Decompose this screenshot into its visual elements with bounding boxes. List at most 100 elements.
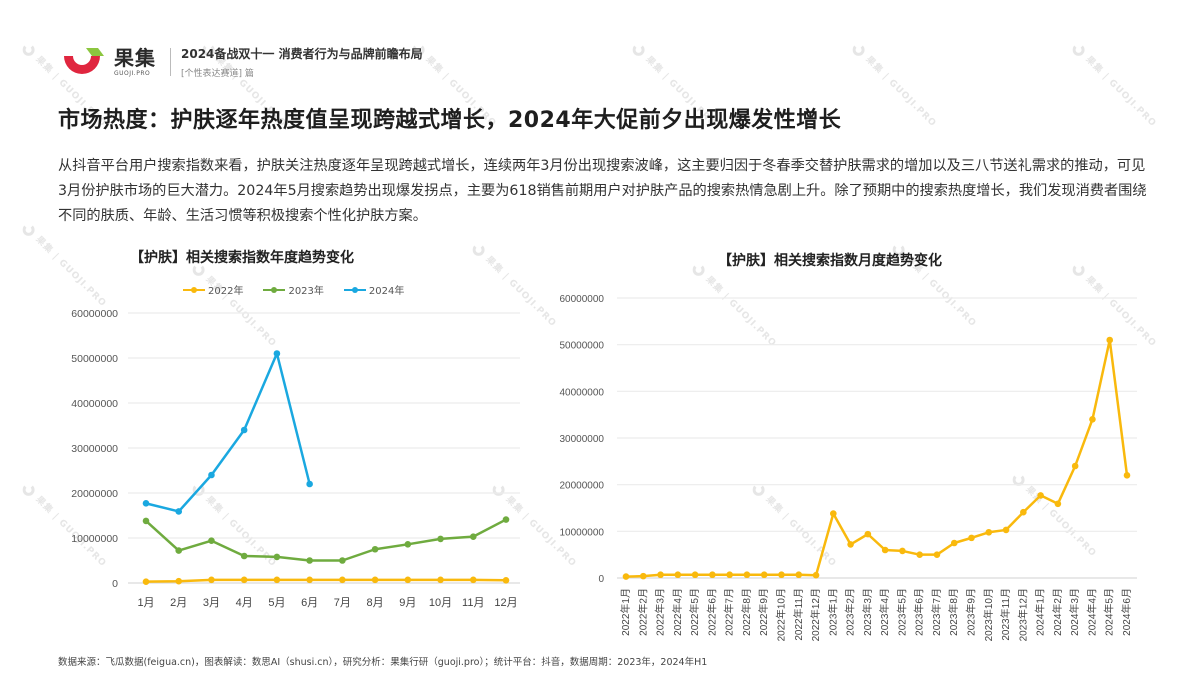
x-tick-label: 2022年1月 xyxy=(619,588,632,636)
x-tick-label: 2022年6月 xyxy=(705,588,718,636)
data-point xyxy=(273,350,281,357)
x-tick-label: 4月 xyxy=(236,597,253,609)
x-tick-label: 2023年11月 xyxy=(999,588,1012,641)
data-point xyxy=(273,553,281,561)
data-point xyxy=(208,471,215,479)
data-point xyxy=(437,576,444,584)
x-tick-label: 7月 xyxy=(334,597,351,609)
x-tick-label: 2022年3月 xyxy=(654,588,667,636)
data-point xyxy=(469,576,477,584)
y-tick-label: 50000000 xyxy=(560,341,605,352)
y-tick-label: 40000000 xyxy=(71,398,118,410)
x-tick-label: 1月 xyxy=(137,597,154,609)
data-point xyxy=(639,572,647,580)
y-tick-label: 20000000 xyxy=(560,481,605,492)
data-point xyxy=(881,546,889,554)
data-point xyxy=(502,516,510,523)
data-point xyxy=(968,534,975,542)
annual-chart-title: 【护肤】相关搜索指数年度趋势变化 xyxy=(130,250,354,266)
y-tick-label: 40000000 xyxy=(560,387,605,398)
x-tick-label: 2023年1月 xyxy=(826,588,839,636)
y-tick-label: 10000000 xyxy=(71,533,118,545)
data-point xyxy=(306,480,313,488)
x-tick-label: 2月 xyxy=(170,597,187,609)
data-point xyxy=(778,571,785,579)
x-tick-label: 2022年9月 xyxy=(757,588,770,636)
data-point xyxy=(142,517,150,525)
data-point xyxy=(864,530,872,538)
data-point xyxy=(404,576,412,584)
x-tick-label: 2023年10月 xyxy=(982,588,995,641)
x-tick-label: 2023年9月 xyxy=(965,588,978,636)
x-tick-label: 2023年3月 xyxy=(861,588,874,636)
y-tick-label: 0 xyxy=(112,578,118,590)
data-point xyxy=(674,571,682,579)
monthly-chart-title: 【护肤】相关搜索指数月度趋势变化 xyxy=(718,253,942,269)
data-point xyxy=(1054,500,1062,508)
data-point xyxy=(142,500,150,507)
data-point xyxy=(812,571,820,579)
data-point xyxy=(404,541,412,548)
legend-item-2023: 2023年 xyxy=(263,282,324,297)
data-point xyxy=(502,577,510,584)
data-point xyxy=(208,576,215,584)
series-line xyxy=(625,338,1129,578)
data-point xyxy=(1106,336,1114,344)
x-tick-label: 2024年4月 xyxy=(1085,588,1098,636)
data-point xyxy=(339,576,346,584)
x-tick-label: 2023年12月 xyxy=(1016,588,1029,641)
data-point xyxy=(726,571,733,579)
page-title: 市场热度：护肤逐年热度值呈现跨越式增长，2024年大促前夕出现爆发性增长 xyxy=(58,108,842,133)
data-point xyxy=(985,528,993,536)
data-point xyxy=(240,576,248,584)
data-point xyxy=(240,426,248,434)
x-tick-label: 2022年10月 xyxy=(774,588,787,641)
y-tick-label: 20000000 xyxy=(71,488,118,500)
x-tick-label: 2022年5月 xyxy=(688,588,701,636)
x-tick-label: 2022年2月 xyxy=(636,588,649,636)
x-tick-label: 2023年7月 xyxy=(930,588,943,636)
report-heading: 2024备战双十一 消费者行为与品牌前瞻布局 [个性表达赛道] 篇 xyxy=(181,45,423,79)
data-point xyxy=(760,571,768,579)
data-point xyxy=(142,578,150,585)
x-tick-label: 2022年7月 xyxy=(723,588,736,636)
data-point xyxy=(306,576,313,584)
data-point xyxy=(622,573,630,580)
y-tick-label: 0 xyxy=(598,574,604,585)
x-tick-label: 9月 xyxy=(399,597,416,609)
x-tick-label: 2024年6月 xyxy=(1120,588,1133,636)
x-tick-label: 2022年12月 xyxy=(809,588,822,641)
data-point xyxy=(709,571,716,579)
x-tick-label: 12月 xyxy=(494,597,517,609)
data-point xyxy=(830,510,837,517)
legend-item-2022: 2022年 xyxy=(183,282,243,297)
data-point xyxy=(899,547,906,555)
x-tick-label: 2023年4月 xyxy=(878,588,891,636)
y-tick-label: 30000000 xyxy=(71,443,118,455)
brand: 果集 GUOJI.PRO xyxy=(114,48,156,77)
data-point xyxy=(933,551,941,558)
data-point xyxy=(1123,472,1131,479)
data-point xyxy=(437,535,444,543)
x-tick-label: 2022年8月 xyxy=(740,588,753,636)
legend-swatch-2023 xyxy=(263,286,286,293)
data-point xyxy=(339,557,346,564)
data-point xyxy=(208,537,215,544)
brand-name: 果集 xyxy=(114,45,156,70)
legend-item-2024: 2024年 xyxy=(343,282,405,297)
legend-label: 2024年 xyxy=(368,286,405,297)
report-subtitle: [个性表达赛道] 篇 xyxy=(181,69,254,79)
data-point xyxy=(916,551,923,558)
data-point xyxy=(1020,508,1027,516)
data-point xyxy=(175,508,183,515)
data-point xyxy=(847,541,854,548)
legend-swatch-2022 xyxy=(183,286,205,293)
x-tick-label: 5月 xyxy=(268,597,285,609)
x-tick-label: 2024年2月 xyxy=(1051,588,1064,636)
x-tick-label: 8月 xyxy=(367,597,384,609)
data-point xyxy=(743,571,751,579)
data-point xyxy=(240,552,248,560)
legend-label: 2022年 xyxy=(208,286,244,297)
annual-chart-legend: 2022年 2023年 2024年 xyxy=(183,282,404,297)
